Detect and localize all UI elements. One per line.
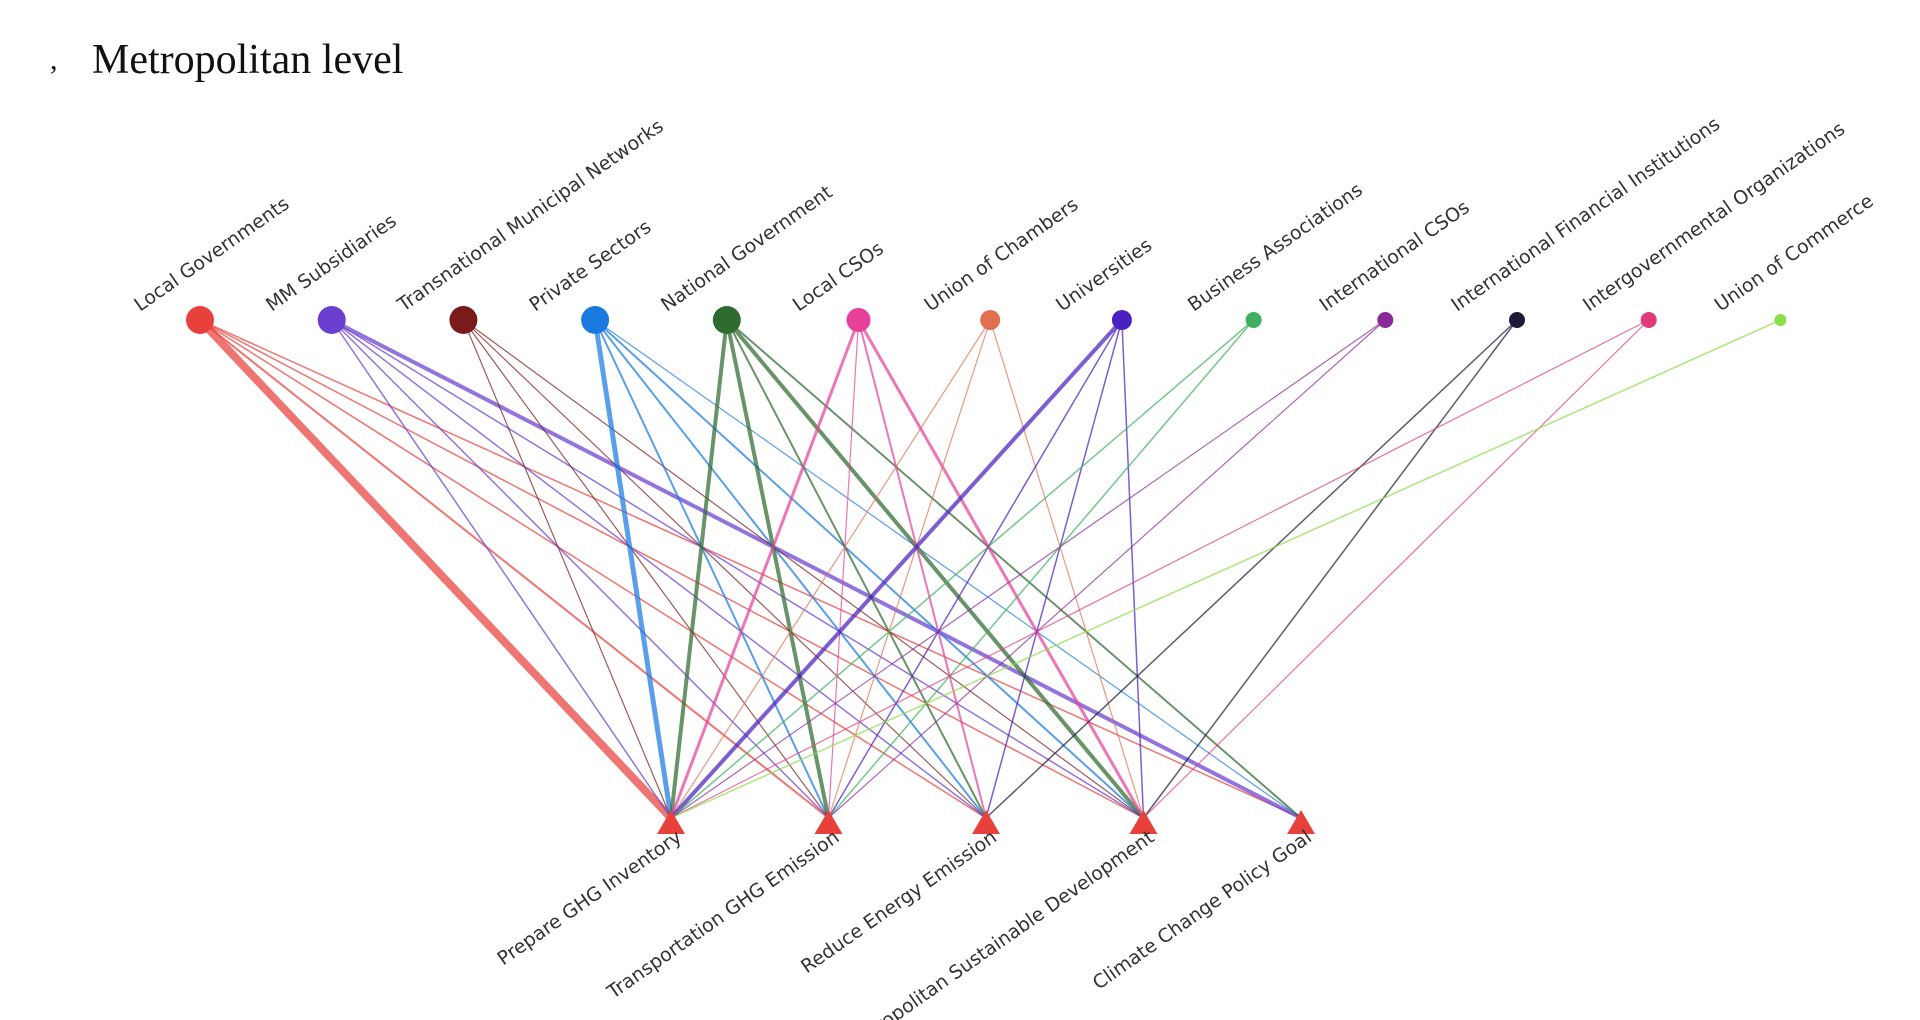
edge-union-of-commerce-to-prepare-ghg-inventory — [670, 319, 1781, 819]
edge-international-csos-to-transportation-ghg-emission — [828, 319, 1386, 819]
edge-local-governments-to-metropolitan-sustainable-development — [199, 319, 1144, 819]
edge-private-sectors-to-prepare-ghg-inventory — [592, 319, 674, 819]
edge-local-governments-to-climate-change-policy-goal — [199, 319, 1302, 819]
edge-national-government-to-transportation-ghg-emission — [724, 319, 831, 819]
edge-intergovernmental-organizations-to-metropolitan-sustainable-development — [1143, 319, 1650, 819]
edge-layer — [197, 317, 1781, 821]
edge-mm-subsidiaries-to-transportation-ghg-emission — [331, 319, 830, 819]
actor-node-intergovernmental-organizations — [1640, 312, 1657, 328]
edge-transnational-municipal-networks-to-reduce-energy-emission — [462, 319, 987, 819]
edge-union-of-chambers-to-prepare-ghg-inventory — [670, 319, 991, 819]
actor-node-mm-subsidiaries — [317, 306, 346, 334]
edge-international-financial-institutions-to-metropolitan-sustainable-development — [1142, 319, 1518, 819]
goal-node-climate-change-policy-goal — [1287, 810, 1315, 834]
node-layer — [186, 306, 1787, 834]
edge-universities-to-reduce-energy-emission — [985, 319, 1123, 819]
actor-label-mm-subsidiaries: MM Subsidiaries — [262, 210, 401, 316]
actor-node-local-csos — [846, 308, 871, 332]
edge-mm-subsidiaries-to-prepare-ghg-inventory — [331, 319, 672, 819]
actor-node-international-csos — [1377, 312, 1394, 328]
actor-label-universities: Universities — [1052, 234, 1156, 316]
edge-local-csos-to-reduce-energy-emission — [857, 319, 987, 819]
actor-node-union-of-commerce — [1774, 314, 1787, 326]
actor-node-international-financial-institutions — [1509, 312, 1525, 328]
actor-label-local-csos: Local CSOs — [789, 238, 888, 317]
actor-label-transnational-municipal-networks: Transnational Municipal Networks — [393, 115, 668, 317]
edge-national-government-to-prepare-ghg-inventory — [669, 319, 729, 819]
edge-private-sectors-to-climate-change-policy-goal — [594, 319, 1302, 819]
edge-local-csos-to-metropolitan-sustainable-development — [857, 319, 1145, 819]
edge-intergovernmental-organizations-to-prepare-ghg-inventory — [670, 319, 1649, 819]
actor-label-private-sectors: Private Sectors — [525, 216, 655, 316]
edge-transnational-municipal-networks-to-transportation-ghg-emission — [462, 319, 829, 819]
actor-node-transnational-municipal-networks — [449, 306, 478, 334]
edge-transnational-municipal-networks-to-prepare-ghg-inventory — [462, 319, 672, 819]
edge-local-governments-to-prepare-ghg-inventory — [197, 317, 674, 821]
actor-node-business-associations — [1245, 312, 1262, 328]
edge-universities-to-prepare-ghg-inventory — [669, 318, 1124, 820]
edge-private-sectors-to-metropolitan-sustainable-development — [594, 319, 1145, 819]
edge-national-government-to-reduce-energy-emission — [725, 319, 987, 819]
edge-universities-to-transportation-ghg-emission — [827, 319, 1123, 819]
edge-international-csos-to-prepare-ghg-inventory — [670, 319, 1386, 819]
goal-node-metropolitan-sustainable-development — [1129, 810, 1158, 834]
actor-node-local-governments — [186, 306, 214, 334]
actor-node-private-sectors — [581, 306, 610, 334]
edge-international-financial-institutions-to-reduce-energy-emission — [985, 319, 1518, 819]
goal-node-transportation-ghg-emission — [814, 810, 843, 834]
actor-node-union-of-chambers — [980, 310, 1001, 330]
page-title: Metropolitan level — [92, 37, 404, 83]
actor-node-national-government — [712, 306, 741, 334]
edge-business-associations-to-transportation-ghg-emission — [827, 319, 1255, 819]
actor-label-intergovernmental-organizations: Intergovernmental Organizations — [1579, 118, 1849, 316]
goal-node-reduce-energy-emission — [972, 810, 1000, 834]
edge-union-of-chambers-to-metropolitan-sustainable-development — [989, 319, 1145, 819]
bullet-mark: , — [50, 43, 58, 76]
goal-label-metropolitan-sustainable-development: Metropolitan Sustainable Development — [842, 826, 1159, 1020]
edge-business-associations-to-prepare-ghg-inventory — [670, 319, 1255, 819]
edge-transnational-municipal-networks-to-metropolitan-sustainable-development — [463, 319, 1144, 819]
edge-private-sectors-to-transportation-ghg-emission — [594, 319, 830, 819]
edge-universities-to-metropolitan-sustainable-development — [1121, 319, 1145, 819]
actor-label-international-financial-institutions: International Financial Institutions — [1447, 113, 1724, 316]
edge-local-csos-to-prepare-ghg-inventory — [669, 319, 860, 819]
edge-local-csos-to-transportation-ghg-emission — [827, 319, 860, 819]
actor-node-universities — [1111, 310, 1132, 330]
section-heading: , Metropolitan level — [50, 36, 403, 84]
goal-node-prepare-ghg-inventory — [657, 810, 685, 834]
edge-local-governments-to-transportation-ghg-emission — [199, 319, 830, 819]
